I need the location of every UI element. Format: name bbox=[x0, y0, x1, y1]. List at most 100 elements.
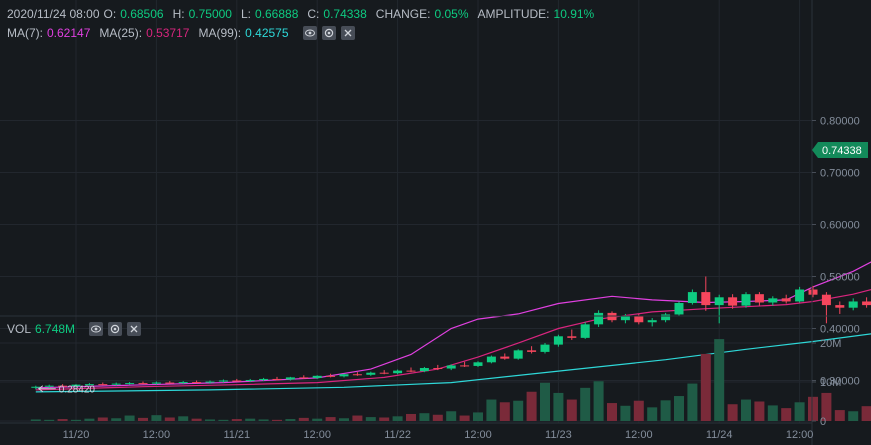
close-value: 0.74338 bbox=[323, 7, 367, 21]
low-value: 0.66888 bbox=[255, 7, 299, 21]
volume-bar bbox=[432, 414, 443, 421]
volume-bar bbox=[205, 419, 215, 421]
eye-icon[interactable] bbox=[89, 322, 104, 336]
candle-body bbox=[178, 382, 188, 384]
volume-bar bbox=[272, 419, 282, 421]
volume-bar bbox=[687, 383, 698, 421]
volume-bar bbox=[861, 406, 871, 421]
volume-bar bbox=[245, 418, 256, 421]
candle bbox=[98, 382, 108, 386]
settings-icon[interactable] bbox=[108, 322, 123, 336]
volume-bar bbox=[352, 415, 363, 421]
ma99-line bbox=[35, 333, 871, 393]
candle-body bbox=[366, 372, 376, 375]
y-tick-label: 0.80000 bbox=[820, 116, 860, 128]
volume-bar bbox=[607, 403, 617, 421]
candle-body bbox=[312, 375, 322, 378]
candle-body bbox=[151, 382, 161, 384]
candle bbox=[446, 364, 456, 371]
close-label: C: bbox=[307, 7, 320, 21]
candle-body bbox=[821, 294, 831, 306]
volume-bar bbox=[808, 396, 818, 421]
volume-bar bbox=[647, 407, 658, 421]
candle-body bbox=[701, 292, 711, 306]
eye-icon[interactable] bbox=[302, 26, 317, 40]
volume-bar bbox=[821, 392, 832, 421]
volume-tick-label: 20M bbox=[820, 338, 841, 350]
ma7-label: MA(7): bbox=[7, 26, 43, 40]
volume-bar bbox=[84, 418, 95, 421]
candle bbox=[795, 286, 805, 303]
volume-bar bbox=[834, 410, 845, 421]
candle-body bbox=[393, 370, 403, 374]
candle-body bbox=[473, 362, 483, 366]
candle-body bbox=[111, 383, 121, 385]
candle-body bbox=[513, 350, 523, 359]
candle-datetime: 2020/11/24 08:00 bbox=[7, 7, 100, 21]
candle bbox=[326, 373, 336, 378]
candle bbox=[111, 382, 121, 386]
volume-bar bbox=[486, 399, 497, 421]
candle bbox=[151, 381, 161, 385]
volume-value: 6.748M bbox=[35, 322, 76, 336]
candle-body bbox=[339, 374, 349, 377]
volume-bar bbox=[580, 387, 591, 421]
candle bbox=[299, 375, 309, 379]
candle bbox=[567, 329, 577, 340]
x-tick-label: 11/23 bbox=[545, 429, 572, 441]
volume-bar bbox=[138, 417, 148, 421]
close-icon[interactable] bbox=[340, 26, 355, 40]
candle-body bbox=[594, 312, 604, 325]
volume-bar bbox=[258, 419, 269, 421]
x-tick-label: 12:00 bbox=[464, 429, 492, 441]
candle bbox=[473, 361, 483, 367]
volume-bar bbox=[553, 392, 564, 421]
volume-tick-label: 10M bbox=[820, 377, 841, 389]
candle-body bbox=[527, 350, 537, 352]
candle-body bbox=[165, 382, 175, 384]
candle bbox=[741, 292, 751, 308]
candle-body bbox=[419, 368, 429, 372]
volume-bar bbox=[44, 419, 55, 421]
volume-bar bbox=[30, 419, 41, 421]
candle bbox=[580, 322, 590, 339]
ohlc-legend: 2020/11/24 08:00 O: 0.68506 H: 0.75000 L… bbox=[7, 4, 603, 24]
volume-bar bbox=[178, 416, 189, 421]
low-marker-arrowhead bbox=[37, 385, 44, 393]
y-tick-label: 0.40000 bbox=[820, 324, 860, 336]
settings-icon[interactable] bbox=[321, 26, 336, 40]
close-icon[interactable] bbox=[127, 322, 142, 336]
candle-body bbox=[379, 372, 389, 374]
candle bbox=[500, 353, 510, 360]
ma25-line bbox=[35, 288, 871, 391]
candle-body bbox=[218, 380, 228, 382]
volume-bar bbox=[593, 381, 604, 421]
volume-bar bbox=[151, 415, 162, 421]
candle-body bbox=[272, 378, 282, 380]
candle bbox=[165, 381, 175, 384]
candle-body bbox=[607, 312, 617, 321]
volume-bar bbox=[781, 408, 792, 421]
volume-bar bbox=[365, 417, 376, 421]
candle-body bbox=[125, 383, 135, 385]
candle-body bbox=[674, 303, 684, 315]
candle bbox=[232, 378, 242, 382]
volume-bar bbox=[620, 405, 631, 421]
volume-bar bbox=[794, 402, 805, 421]
candle-body bbox=[71, 384, 81, 387]
volume-bar bbox=[419, 413, 430, 421]
candle bbox=[393, 369, 403, 375]
volume-bar bbox=[392, 416, 403, 421]
candle bbox=[31, 385, 41, 390]
candle-body bbox=[192, 382, 202, 384]
candle bbox=[781, 294, 791, 304]
high-value: 0.75000 bbox=[188, 7, 232, 21]
low-marker-label: 0.28420 bbox=[59, 385, 96, 396]
candle bbox=[728, 294, 738, 309]
candle bbox=[339, 373, 349, 378]
candle bbox=[862, 297, 871, 308]
candle-body bbox=[768, 298, 778, 303]
volume-bar bbox=[191, 418, 202, 421]
